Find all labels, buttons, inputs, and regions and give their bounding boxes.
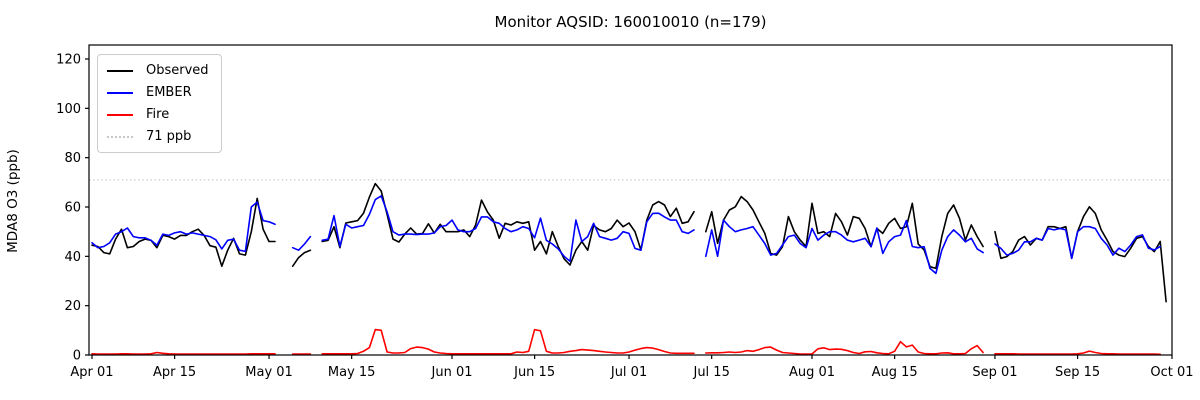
observed-line-sample (107, 69, 133, 72)
y-tick-label: 120 (56, 53, 81, 68)
legend-item-fire: Fire (107, 106, 209, 123)
legend: Observed EMBER Fire 71 ppb (97, 54, 222, 153)
x-tick-label: Sep 01 (972, 365, 1017, 380)
y-tick-label: 40 (64, 250, 81, 265)
x-tick-label: Aug 15 (872, 365, 918, 380)
chart-title: Monitor AQSID: 160010010 (n=179) (494, 13, 767, 31)
x-tick-label: May 01 (245, 365, 293, 380)
x-tick-label: Jul 01 (610, 365, 647, 380)
ember-line-segment (704, 219, 984, 275)
legend-label: EMBER (146, 85, 192, 100)
x-tick-label: Aug 01 (789, 365, 835, 380)
observed-line-segment (994, 206, 1167, 303)
legend-label: 71 ppb (146, 129, 192, 144)
fire-line-segment (704, 340, 984, 355)
y-tick-label: 100 (56, 102, 81, 117)
legend-item-threshold: 71 ppb (107, 128, 209, 145)
y-axis-label: MDA8 O3 (ppb) (5, 149, 21, 253)
x-tick-label: Jul 15 (692, 365, 729, 380)
legend-item-observed: Observed (107, 62, 209, 79)
ember-line-segment (91, 201, 276, 253)
observed-line-segment (91, 197, 276, 268)
x-tick-label: Apr 15 (153, 365, 196, 380)
fire-line-segment (91, 351, 276, 355)
threshold-line-sample (107, 135, 133, 138)
x-tick-label: Jun 01 (431, 365, 473, 380)
ember-line-segment (321, 195, 695, 263)
ember-line-segment (994, 225, 1161, 260)
observed-line-segment (291, 249, 312, 268)
observed-line-segment (704, 195, 984, 270)
y-tick-label: 80 (64, 151, 81, 166)
y-tick-label: 60 (64, 201, 81, 216)
fire-line-segment (321, 328, 695, 355)
fire-line-segment (994, 350, 1161, 356)
y-tick-label: 0 (73, 349, 81, 364)
x-tick-label: Oct 01 (1150, 365, 1193, 380)
ember-line-sample (107, 91, 133, 94)
x-tick-label: Apr 01 (70, 365, 113, 380)
legend-label: Fire (146, 107, 170, 122)
fire-line-sample (107, 113, 133, 116)
ember-line-segment (291, 235, 312, 251)
x-tick-label: May 15 (328, 365, 376, 380)
legend-label: Observed (146, 63, 209, 78)
legend-item-ember: EMBER (107, 84, 209, 101)
x-tick-label: Sep 15 (1055, 365, 1100, 380)
y-tick-label: 20 (64, 299, 81, 314)
plot-frame (88, 44, 1173, 356)
x-tick-label: Jun 15 (513, 365, 555, 380)
observed-line-segment (321, 182, 695, 266)
